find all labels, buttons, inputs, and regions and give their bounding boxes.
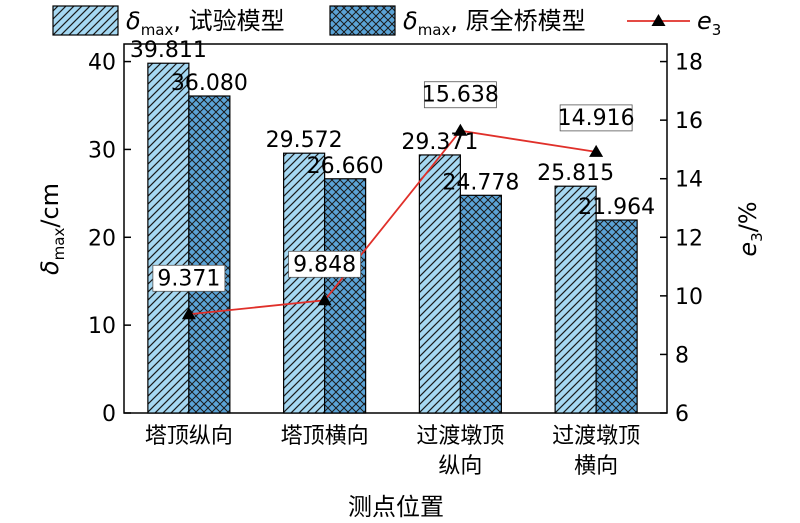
bar-full-bridge-3 bbox=[595, 219, 638, 414]
data-label-full-bridge-0: 36.080 bbox=[171, 71, 248, 96]
e3-marker-2 bbox=[453, 123, 468, 136]
bar-full-bridge-1 bbox=[324, 178, 367, 414]
data-label-full-bridge-2: 24.778 bbox=[442, 170, 519, 195]
x-category-label-0: 塔顶纵向 bbox=[145, 424, 233, 449]
bar-test-model-0 bbox=[147, 62, 190, 414]
legend-label-full-bridge: δmax, 原全桥模型 bbox=[403, 7, 586, 39]
x-category-label-2: 过渡墩顶 bbox=[416, 424, 504, 449]
y2-axis-title: e3/% bbox=[734, 201, 766, 256]
y-tick-label-4: 40 bbox=[88, 51, 116, 76]
y-tick-label-2: 20 bbox=[88, 226, 116, 251]
e3-data-label-2: 15.638 bbox=[422, 83, 499, 108]
y2-tick-label-6: 18 bbox=[675, 51, 703, 76]
y2-axis-title-subscript: 3 bbox=[748, 232, 766, 242]
y-tick-label-3: 30 bbox=[88, 138, 116, 163]
y-tick-label-0: 0 bbox=[102, 402, 116, 427]
bar-full-bridge-0 bbox=[188, 95, 231, 414]
e3-label-box-1 bbox=[288, 250, 362, 278]
bar-test-model-1 bbox=[283, 152, 326, 414]
legend-label-test-model-symbol: δ bbox=[126, 7, 141, 35]
plot-frame bbox=[123, 43, 668, 414]
y2-tick-label-3: 12 bbox=[675, 226, 703, 251]
y2-tick-label-2: 10 bbox=[675, 285, 703, 310]
e3-data-label-0: 9.371 bbox=[157, 266, 220, 291]
e3-marker-3 bbox=[589, 144, 604, 157]
data-label-test-model-0: 39.811 bbox=[130, 38, 207, 63]
data-label-test-model-3: 25.815 bbox=[537, 161, 614, 186]
plot-border bbox=[123, 43, 668, 414]
e3-label-box-2 bbox=[423, 81, 497, 109]
legend-swatch-full-bridge bbox=[329, 5, 396, 36]
e3-line bbox=[188, 129, 597, 316]
legend-label-e3: e3 bbox=[697, 7, 721, 39]
bar-test-model-2 bbox=[418, 154, 461, 414]
e3-label-box-3 bbox=[559, 104, 633, 132]
legend: δmax, 试验模型 δmax, 原全桥模型 e3 bbox=[52, 5, 721, 39]
legend-marker-e3 bbox=[651, 14, 666, 26]
data-labels: 39.811 29.572 29.371 25.815 36.080 26.660 24.7… bbox=[130, 38, 655, 292]
x-category-label-1: 塔顶横向 bbox=[281, 424, 369, 449]
y-axis-title-unit: /cm bbox=[36, 183, 64, 228]
y-tick-label-1: 10 bbox=[88, 314, 116, 339]
e3-marker-1 bbox=[317, 293, 332, 306]
data-label-test-model-2: 29.371 bbox=[401, 130, 478, 155]
y2-axis-title-symbol: e bbox=[734, 242, 762, 257]
y2-tick-label-5: 16 bbox=[675, 109, 703, 134]
legend-label-full-bridge-symbol: δ bbox=[403, 7, 418, 35]
legend-label-test-model-subscript: max bbox=[141, 21, 174, 39]
y2-tick-label-1: 8 bbox=[675, 343, 689, 368]
bars bbox=[147, 62, 638, 414]
data-label-test-model-1: 29.572 bbox=[266, 128, 343, 153]
y-axis-title: δmax/cm bbox=[36, 183, 68, 275]
x-category-label-3: 过渡墩顶 bbox=[552, 424, 640, 449]
legend-label-e3-subscript: 3 bbox=[712, 21, 722, 39]
e3-marker-0 bbox=[181, 307, 196, 320]
y2-tick-label-0: 6 bbox=[675, 402, 689, 427]
e3-line-series bbox=[181, 123, 604, 320]
bar-full-bridge-2 bbox=[459, 194, 502, 414]
data-label-full-bridge-3: 21.964 bbox=[578, 195, 655, 220]
legend-label-full-bridge-unit: , 原全桥模型 bbox=[450, 7, 585, 35]
x-axis-title: 测点位置 bbox=[348, 493, 444, 521]
x-category-label-2-line2: 纵向 bbox=[438, 454, 482, 479]
y-axis-title-subscript: max bbox=[50, 228, 68, 261]
legend-label-e3-symbol: e bbox=[697, 7, 712, 35]
bar-test-model-3 bbox=[554, 185, 597, 414]
legend-label-test-model-unit: , 试验模型 bbox=[173, 7, 284, 35]
e3-label-box-0 bbox=[152, 264, 226, 292]
y-axis-title-symbol: δ bbox=[36, 260, 64, 275]
legend-swatch-test-model bbox=[52, 5, 119, 36]
y2-tick-label-4: 14 bbox=[675, 168, 703, 193]
x-category-label-3-line2: 横向 bbox=[574, 454, 618, 479]
y2-axis-title-unit: /% bbox=[734, 201, 762, 232]
legend-label-test-model: δmax, 试验模型 bbox=[126, 7, 285, 39]
e3-data-label-1: 9.848 bbox=[293, 252, 356, 277]
e3-data-label-3: 14.916 bbox=[558, 106, 635, 131]
legend-label-full-bridge-subscript: max bbox=[418, 21, 451, 39]
data-label-full-bridge-1: 26.660 bbox=[307, 154, 384, 179]
